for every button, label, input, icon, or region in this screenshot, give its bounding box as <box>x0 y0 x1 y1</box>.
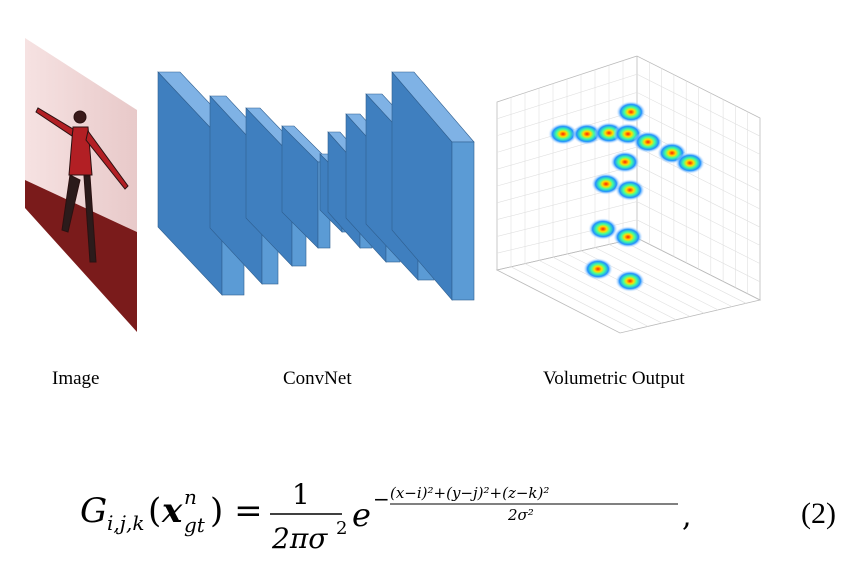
svg-text:(: ( <box>148 491 161 531</box>
joint-heatmap-3 <box>572 123 602 145</box>
volumetric-output <box>495 55 762 334</box>
joint-heatmap-2 <box>548 123 578 145</box>
eq-exponent-base: e <box>352 496 371 534</box>
eq-exponent-numerator: (x−i)²+(y−j)²+(z−k)² <box>390 484 549 502</box>
eq-vector-superscript: n <box>184 485 197 509</box>
grid-lines <box>496 60 761 330</box>
eq-vector: x <box>161 491 183 531</box>
eq-lhs-symbol: G <box>80 491 107 531</box>
joint-heatmap-1 <box>616 101 646 123</box>
person-silhouette <box>35 107 129 263</box>
eq-fraction-denominator: 2πσ <box>271 522 328 555</box>
joint-heatmap-6 <box>633 131 663 153</box>
eq-lhs-subscript: i,j,k <box>107 511 144 535</box>
image-floor <box>25 180 137 332</box>
joint-heatmap-12 <box>588 218 618 240</box>
joint-heatmaps <box>548 101 705 292</box>
eq-vector-subscript: gt <box>184 513 206 537</box>
svg-text:,: , <box>682 499 692 534</box>
joint-heatmap-14 <box>583 258 613 280</box>
input-image <box>25 38 137 332</box>
caption-convnet: ConvNet <box>283 368 352 389</box>
joint-heatmap-10 <box>591 173 621 195</box>
joint-heatmap-11 <box>615 179 645 201</box>
eq-fraction-numerator: 1 <box>292 478 310 511</box>
caption-volumetric-output: Volumetric Output <box>543 368 685 389</box>
svg-text:) =: ) = <box>210 491 263 531</box>
svg-text:−: − <box>373 487 390 511</box>
joint-heatmap-13 <box>613 226 643 248</box>
gaussian-equation: G i,j,k ( x n gt ) = 1 2πσ 2 e − (x−i)²+… <box>80 478 692 555</box>
joint-heatmap-9 <box>610 151 640 173</box>
equation-number: (2) <box>801 497 836 530</box>
convnet-blocks <box>157 71 475 301</box>
eq-exponent-denominator: 2σ² <box>507 506 534 524</box>
joint-heatmap-15 <box>615 270 645 292</box>
joint-heatmap-8 <box>675 152 705 174</box>
caption-image: Image <box>52 368 100 389</box>
conv-layer-9 <box>391 71 475 301</box>
svg-text:2: 2 <box>336 518 347 539</box>
